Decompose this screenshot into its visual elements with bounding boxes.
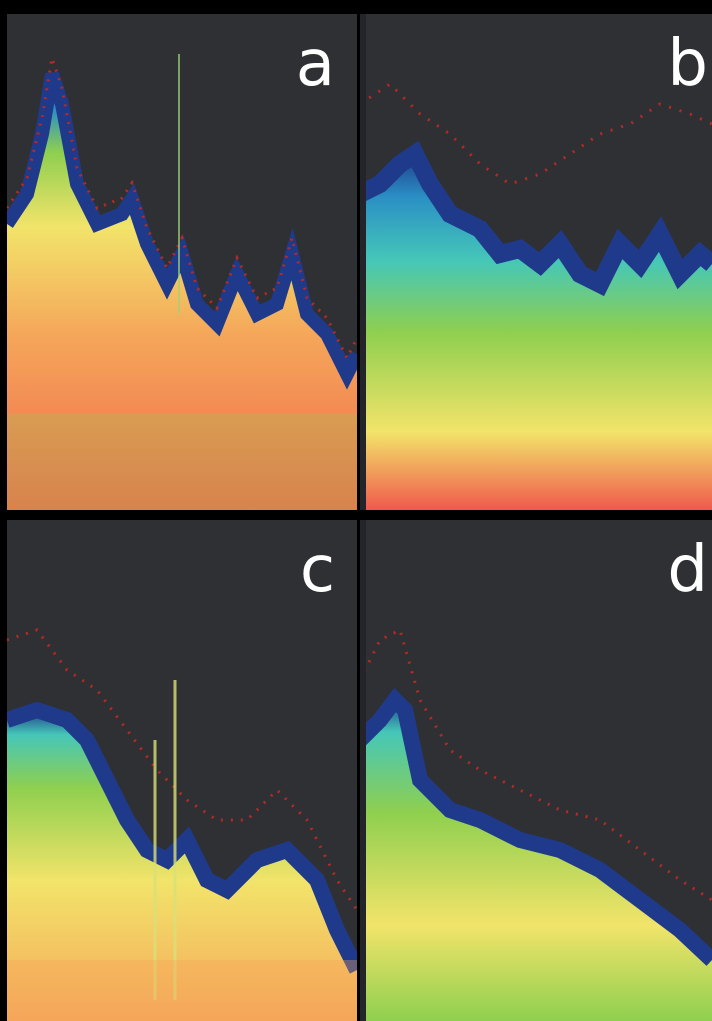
spectrogram-image-a — [7, 54, 357, 510]
spectrogram-panel-b: b — [360, 14, 712, 510]
panel-label-a: a — [295, 27, 335, 101]
spectrogram-panel-c: c — [7, 520, 357, 1021]
panel-label-c: c — [299, 533, 335, 607]
spectrogram-image-c — [7, 628, 357, 1021]
spectrogram-image-b — [360, 14, 712, 510]
panel-label-d: d — [667, 533, 708, 607]
spectrogram-image-d — [360, 520, 712, 1021]
spectrogram-panel-d: d — [360, 520, 712, 1021]
spectrogram-panel-a: a — [7, 14, 357, 510]
panel-label-b: b — [667, 27, 708, 101]
